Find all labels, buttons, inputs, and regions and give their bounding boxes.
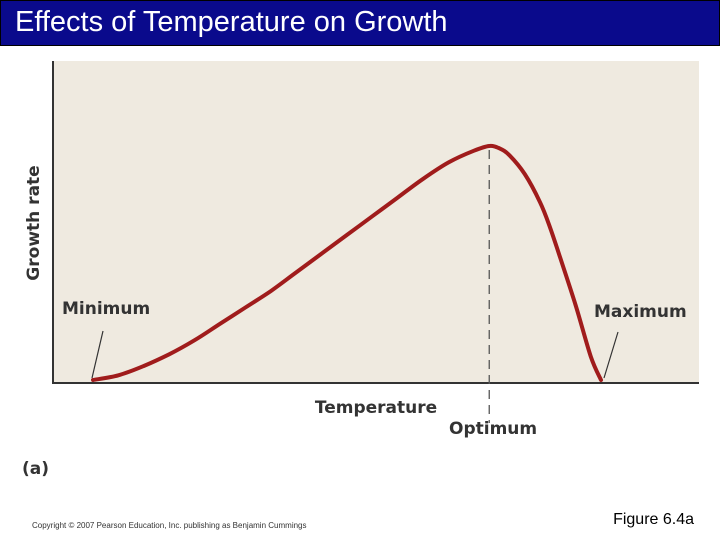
copyright-text: Copyright © 2007 Pearson Education, Inc.… (32, 521, 307, 530)
annotation-optimum: Optimum (449, 419, 537, 439)
annotation-pointers (91, 330, 619, 379)
maximum-pointer (603, 331, 619, 379)
growth-curve (91, 143, 603, 382)
slide-title: Effects of Temperature on Growth (15, 6, 448, 38)
annotation-maximum: Maximum (594, 302, 687, 322)
title-bar: Effects of Temperature on Growth (0, 0, 720, 46)
axis-lines (52, 61, 699, 384)
annotation-minimum: Minimum (62, 299, 150, 319)
x-axis-label: Temperature (315, 398, 437, 418)
panel-label: (a) (22, 459, 49, 479)
plot-background (53, 61, 699, 383)
figure-label: Figure 6.4a (613, 511, 694, 528)
axes (52, 61, 699, 384)
minimum-pointer (91, 330, 104, 379)
y-axis-label: Growth rate (24, 165, 44, 280)
growth-chart: Growth rate Temperature Minimum Optimum … (22, 61, 699, 479)
